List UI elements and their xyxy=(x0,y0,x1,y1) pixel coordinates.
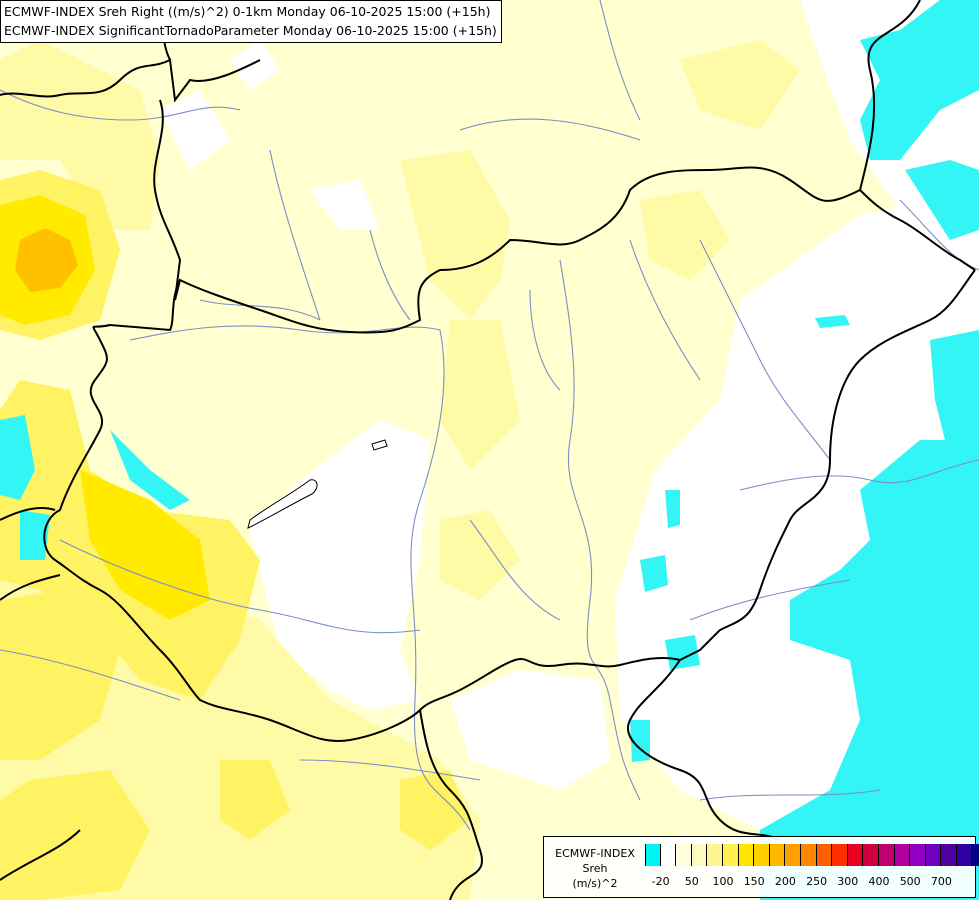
legend-swatch xyxy=(645,844,661,866)
legend-swatch xyxy=(863,844,879,866)
title-line-2: ECMWF-INDEX SignificantTornadoParameter … xyxy=(4,23,497,38)
legend-tick-label: 100 xyxy=(712,875,734,888)
title-line-1: ECMWF-INDEX Sreh Right ((m/s)^2) 0-1km M… xyxy=(4,4,491,19)
legend-swatch xyxy=(956,844,973,866)
legend-tick-label: 250 xyxy=(806,875,828,888)
legend-swatch xyxy=(691,844,708,866)
legend-swatch xyxy=(878,844,895,866)
legend-swatch xyxy=(676,844,692,866)
legend-swatch xyxy=(722,844,739,866)
rivers xyxy=(0,0,979,831)
lake-balaton xyxy=(247,479,318,529)
legend-title: ECMWF-INDEX Sreh (m/s)^2 xyxy=(546,846,644,891)
legend-swatch xyxy=(941,844,957,866)
legend-swatch xyxy=(707,844,723,866)
legend-swatch xyxy=(910,844,926,866)
legend-swatch xyxy=(925,844,942,866)
legend-tick-label: 50 xyxy=(684,875,699,888)
legend-swatch xyxy=(832,844,848,866)
legend-swatch xyxy=(754,844,770,866)
legend-swatch xyxy=(769,844,786,866)
orange-core xyxy=(15,228,78,292)
legend-tick-label: 200 xyxy=(774,875,796,888)
legend-tick-label: 150 xyxy=(743,875,765,888)
legend-title-param: Sreh xyxy=(582,862,608,875)
legend-tick-label: 500 xyxy=(899,875,921,888)
legend-swatch xyxy=(785,844,801,866)
legend-swatch xyxy=(894,844,911,866)
legend-swatch xyxy=(800,844,817,866)
legend-swatch xyxy=(816,844,833,866)
legend-swatch xyxy=(847,844,864,866)
legend-tick-label: 300 xyxy=(837,875,859,888)
legend-title-model: ECMWF-INDEX xyxy=(555,847,635,860)
legend-ticks: -20 50 100 150 200 250 300 400 500 700 xyxy=(645,875,975,891)
legend-swatches xyxy=(645,844,979,866)
legend-tick-label: 400 xyxy=(868,875,890,888)
legend-tick-label: -20 xyxy=(651,875,670,888)
legend-swatch xyxy=(738,844,755,866)
legend-tick-label: 700 xyxy=(930,875,952,888)
map-title-box: ECMWF-INDEX Sreh Right ((m/s)^2) 0-1km M… xyxy=(0,0,502,43)
legend-swatch xyxy=(660,844,677,866)
small-lake xyxy=(371,439,388,451)
color-legend: ECMWF-INDEX Sreh (m/s)^2 -20 50 100 150 200 2… xyxy=(543,836,979,898)
legend-title-unit: (m/s)^2 xyxy=(572,877,618,890)
legend-swatch xyxy=(972,844,979,866)
